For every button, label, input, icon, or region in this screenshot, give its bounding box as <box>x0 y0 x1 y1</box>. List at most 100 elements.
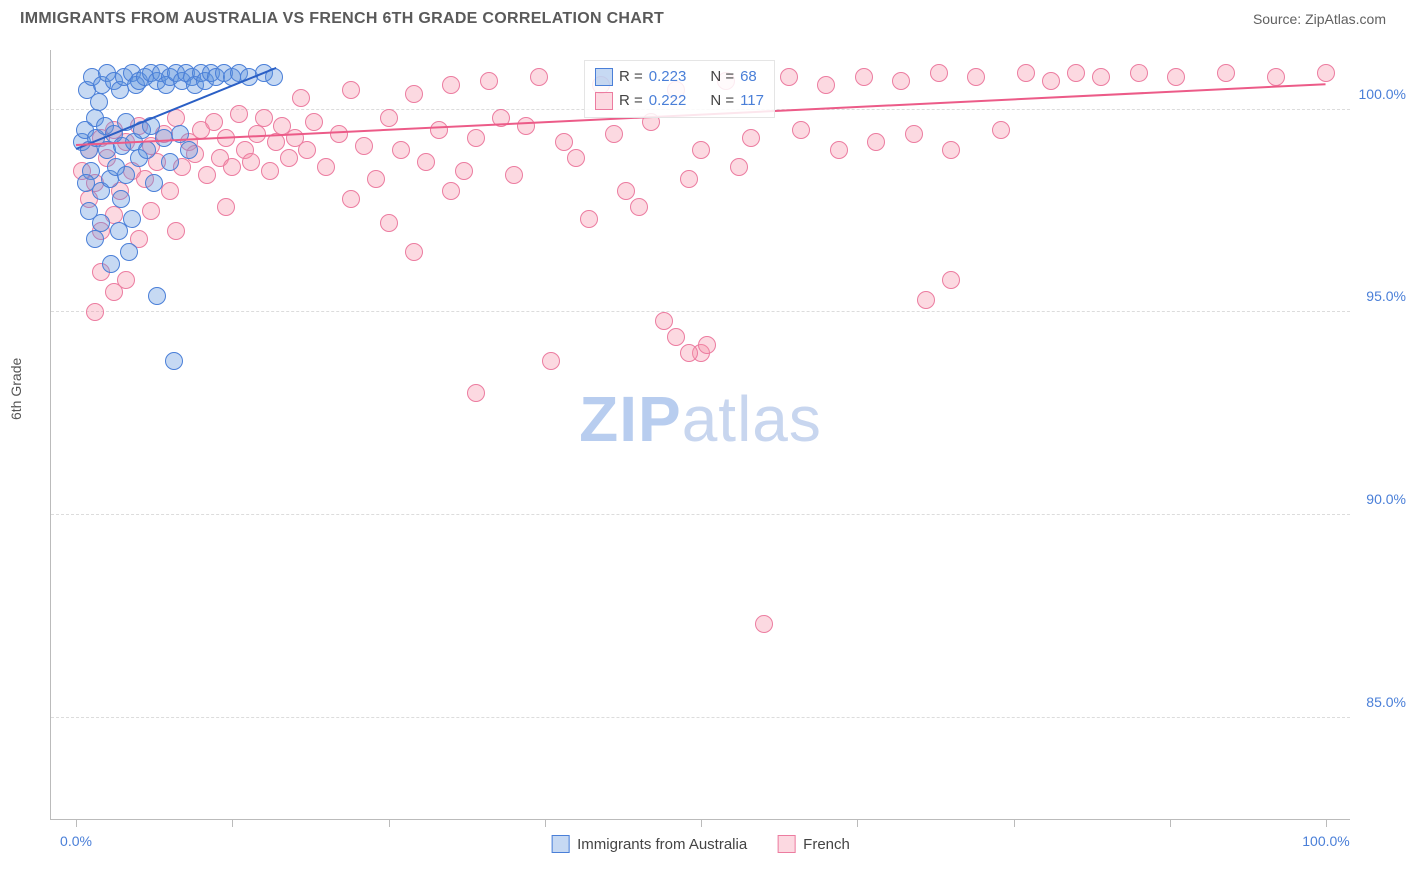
header: IMMIGRANTS FROM AUSTRALIA VS FRENCH 6TH … <box>0 0 1406 36</box>
data-point-pink <box>380 214 398 232</box>
data-point-pink <box>442 76 460 94</box>
series-legend-label: French <box>803 836 850 853</box>
data-point-pink <box>942 271 960 289</box>
x-tick <box>701 819 702 827</box>
data-point-pink <box>330 125 348 143</box>
data-point-pink <box>467 129 485 147</box>
data-point-pink <box>223 158 241 176</box>
data-point-pink <box>555 133 573 151</box>
data-point-pink <box>655 312 673 330</box>
data-point-pink <box>517 117 535 135</box>
data-point-blue <box>161 153 179 171</box>
data-point-blue <box>117 166 135 184</box>
data-point-pink <box>542 352 560 370</box>
data-point-pink <box>1130 64 1148 82</box>
data-point-pink <box>455 162 473 180</box>
data-point-pink <box>342 190 360 208</box>
n-value: 117 <box>740 89 764 113</box>
data-point-pink <box>117 271 135 289</box>
data-point-pink <box>917 291 935 309</box>
data-point-pink <box>405 243 423 261</box>
data-point-pink <box>905 125 923 143</box>
data-point-pink <box>605 125 623 143</box>
data-point-pink <box>292 89 310 107</box>
x-tick <box>76 819 77 827</box>
data-point-pink <box>230 105 248 123</box>
x-tick <box>1326 819 1327 827</box>
data-point-pink <box>1217 64 1235 82</box>
watermark-atlas: atlas <box>682 383 822 455</box>
y-axis-label: 6th Grade <box>8 358 24 420</box>
data-point-pink <box>417 153 435 171</box>
data-point-pink <box>1092 68 1110 86</box>
data-point-pink <box>1267 68 1285 86</box>
data-point-blue <box>112 190 130 208</box>
data-point-pink <box>217 198 235 216</box>
y-tick-label: 95.0% <box>1366 288 1406 304</box>
x-tick <box>232 819 233 827</box>
data-point-pink <box>280 149 298 167</box>
watermark-zip: ZIP <box>579 383 682 455</box>
n-label: N = <box>710 89 734 113</box>
data-point-pink <box>161 182 179 200</box>
gridline <box>51 311 1350 312</box>
data-point-pink <box>305 113 323 131</box>
data-point-pink <box>505 166 523 184</box>
x-tick <box>1014 819 1015 827</box>
x-tick-label: 100.0% <box>1302 833 1349 849</box>
gridline <box>51 514 1350 515</box>
data-point-pink <box>967 68 985 86</box>
y-tick-label: 90.0% <box>1366 491 1406 507</box>
data-point-pink <box>730 158 748 176</box>
data-point-pink <box>855 68 873 86</box>
scatter-chart: ZIPatlas 85.0%90.0%95.0%100.0%0.0%100.0%… <box>50 50 1350 820</box>
data-point-pink <box>255 109 273 127</box>
data-point-pink <box>830 141 848 159</box>
x-tick-label: 0.0% <box>60 833 92 849</box>
data-point-pink <box>1017 64 1035 82</box>
data-point-pink <box>580 210 598 228</box>
data-point-blue <box>80 202 98 220</box>
data-point-pink <box>367 170 385 188</box>
stats-legend-row: R =0.223N =68 <box>595 65 764 89</box>
n-label: N = <box>710 65 734 89</box>
data-point-pink <box>680 344 698 362</box>
data-point-blue <box>77 174 95 192</box>
data-point-pink <box>205 113 223 131</box>
data-point-blue <box>180 141 198 159</box>
r-value: 0.222 <box>649 89 687 113</box>
x-tick <box>857 819 858 827</box>
data-point-blue <box>120 243 138 261</box>
watermark: ZIPatlas <box>579 382 822 456</box>
x-tick <box>1170 819 1171 827</box>
legend-swatch <box>551 835 569 853</box>
stats-legend-row: R =0.222N =117 <box>595 89 764 113</box>
data-point-blue <box>90 93 108 111</box>
data-point-pink <box>817 76 835 94</box>
data-point-blue <box>138 141 156 159</box>
data-point-pink <box>1167 68 1185 86</box>
gridline <box>51 717 1350 718</box>
data-point-blue <box>102 255 120 273</box>
data-point-pink <box>698 336 716 354</box>
series-legend: Immigrants from Australia French <box>551 835 850 853</box>
legend-swatch <box>777 835 795 853</box>
data-point-pink <box>667 328 685 346</box>
data-point-blue <box>155 129 173 147</box>
y-tick-label: 85.0% <box>1366 694 1406 710</box>
data-point-pink <box>892 72 910 90</box>
data-point-pink <box>867 133 885 151</box>
data-point-pink <box>242 153 260 171</box>
data-point-pink <box>755 615 773 633</box>
data-point-pink <box>380 109 398 127</box>
data-point-blue <box>86 230 104 248</box>
data-point-pink <box>198 166 216 184</box>
data-point-pink <box>692 141 710 159</box>
data-point-pink <box>142 202 160 220</box>
data-point-blue <box>165 352 183 370</box>
series-legend-label: Immigrants from Australia <box>577 836 747 853</box>
n-value: 68 <box>740 65 757 89</box>
data-point-pink <box>467 384 485 402</box>
data-point-pink <box>742 129 760 147</box>
data-point-pink <box>430 121 448 139</box>
